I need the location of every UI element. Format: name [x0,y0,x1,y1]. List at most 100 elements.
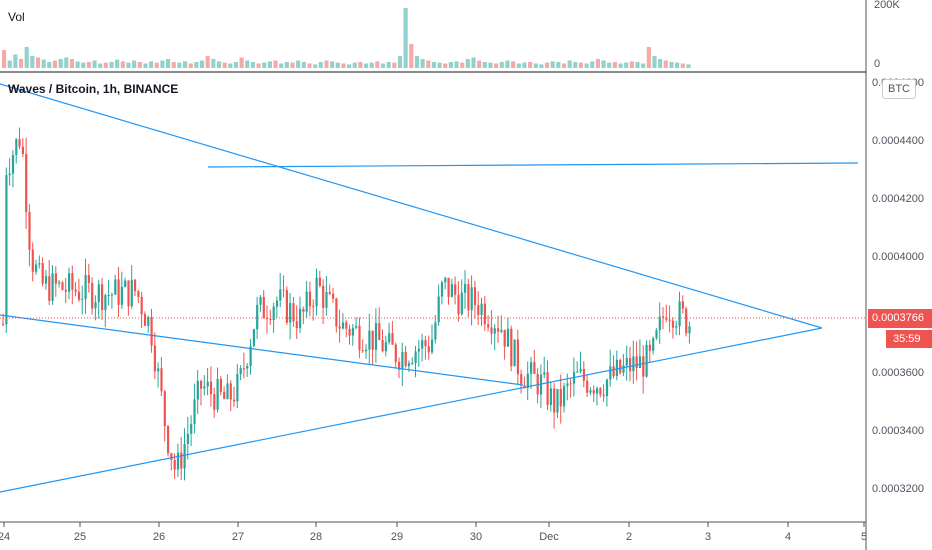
candle-body [219,379,222,392]
candle-body [262,296,265,319]
volume-bar [205,56,210,68]
candle-body [510,328,513,367]
candle-body [526,373,529,389]
volume-bar [658,59,663,68]
candle-body [236,374,239,402]
candle-body [365,349,368,352]
candle-body [487,324,490,328]
volume-bar [471,57,476,68]
candle-body [688,326,691,334]
volume-bar [567,60,572,68]
candle-body [427,346,430,353]
volume-bar [590,61,595,68]
volume-bar [403,8,408,68]
candle-body [299,308,302,329]
trend-drawings[interactable] [0,83,866,493]
candle-body [176,452,180,470]
price-tick-label: 0.0003400 [872,425,924,437]
candle-body [414,351,417,364]
volume-bar [612,62,617,68]
candle-body [150,317,153,346]
candle-body [203,386,206,389]
candle-body [642,356,645,377]
candle-body [117,279,120,305]
volume-bar [92,60,97,68]
candle-body [371,330,374,350]
volume-bar [341,63,346,68]
candle-body [272,306,275,321]
volume-bar [669,62,674,68]
volume-bar [573,62,578,68]
volume-bar [47,62,52,68]
candle-body [114,279,117,295]
time-tick-label: 24 [0,531,10,543]
candle-body [638,356,642,368]
candle-body [190,423,193,434]
candle-body [173,459,176,470]
volume-bar [386,62,391,68]
candle-body [464,284,467,293]
candle-body [549,388,552,405]
candle-body [206,381,209,387]
time-tick-label: 25 [74,531,86,543]
volume-bar [160,60,165,68]
candle-body [25,154,28,212]
volume-bar [13,54,18,68]
candle-body [295,321,298,329]
volume-bar [324,60,329,68]
horizontal-resistance-line [207,162,859,168]
candle-body [516,339,519,375]
candle-body [460,292,463,315]
candle-body [483,303,486,325]
volume-bar [233,62,239,68]
last-price-badge: 0.0003766 [868,309,932,328]
volume-bar [414,56,420,68]
candle-body [18,139,21,147]
candle-body [635,356,638,368]
candle-body [163,391,166,427]
time-tick-label: 30 [470,531,482,543]
candle-body [609,366,612,380]
candle-body [440,282,444,297]
candle-body [160,368,163,392]
volume-bar [561,63,567,68]
candle-body [120,286,123,305]
candle-body [602,394,605,397]
candle-body [289,303,292,323]
candle-body [8,173,11,176]
volume-bar [301,62,306,68]
candle-body [252,329,255,347]
volume-bar [330,61,335,68]
candle-body [282,289,285,291]
volume-bar [527,62,533,68]
candle-body [506,328,510,347]
volume-bar [409,44,414,68]
volume-bar [539,64,544,68]
candle-body [15,139,18,155]
volume-bar [641,63,646,68]
volume-bar [352,62,357,68]
candle-body [242,368,246,370]
volume-bar [607,62,612,68]
currency-badge[interactable]: BTC [882,79,916,99]
volume-bar [686,64,691,68]
volume-bar [347,64,352,68]
candle-body [249,346,252,366]
candle-body [322,285,325,308]
secondary-descending-trendline [0,314,524,386]
candle-body [678,301,681,327]
volume-bar [222,62,227,68]
time-tick-label: 4 [785,531,791,543]
candle-body [576,371,579,373]
candle-body [431,339,434,353]
candle-body [44,276,48,284]
volume-bar [75,61,80,68]
volume-bar [98,63,103,68]
candle-body [275,300,279,307]
candle-body [107,294,110,296]
candle-body [668,319,671,321]
candle-body [64,289,67,292]
volume-bar [494,63,499,68]
volume-bar [69,59,75,68]
volume-bar [680,63,685,68]
